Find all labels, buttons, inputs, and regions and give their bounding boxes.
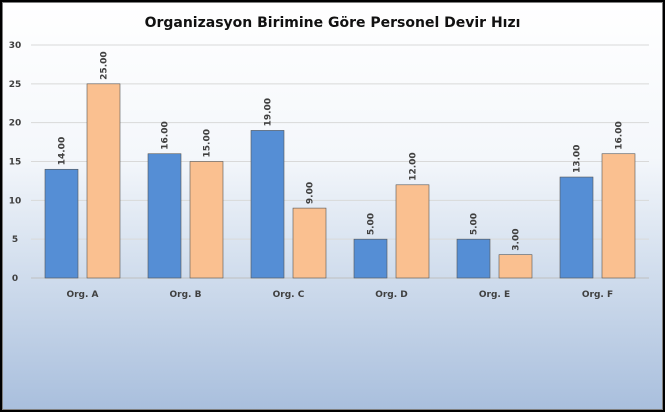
data-label: 16.00	[161, 121, 171, 149]
data-label: 25.00	[100, 51, 110, 79]
x-tick-label: Org. B	[170, 290, 202, 300]
bar	[456, 238, 491, 279]
y-tick-label: 25	[9, 80, 22, 90]
bar	[189, 161, 224, 279]
y-tick-label: 5	[12, 235, 18, 245]
x-tick-label: Org. F	[582, 290, 613, 300]
x-tick-label: Org. A	[66, 290, 98, 300]
bar	[147, 153, 182, 279]
y-tick-label: 30	[9, 41, 22, 51]
x-tick-label: Org. D	[375, 290, 408, 300]
x-tick-label: Org. E	[479, 290, 510, 300]
data-label: 15.00	[203, 129, 213, 157]
chart-title: Organizasyon Birimine Göre Personel Devi…	[144, 15, 521, 31]
data-label: 19.00	[264, 98, 274, 126]
bar	[86, 83, 121, 279]
bar	[250, 130, 285, 279]
data-label: 3.00	[512, 228, 522, 250]
data-label: 5.00	[470, 213, 480, 235]
data-label: 9.00	[306, 182, 316, 204]
bar	[395, 184, 430, 279]
bar	[498, 254, 533, 279]
data-label: 12.00	[409, 152, 419, 180]
data-label: 13.00	[573, 145, 583, 173]
y-tick-label: 15	[9, 158, 22, 168]
y-tick-label: 0	[12, 274, 18, 284]
bar-chart: 0 5 10 15 20 25 30 Org. A 14.00 25.00 Org. B 16.00 1…	[9, 41, 649, 300]
data-label: 5.00	[367, 213, 377, 235]
data-label: 14.00	[58, 137, 68, 165]
bar	[292, 207, 327, 279]
bar	[559, 176, 594, 279]
y-tick-label: 10	[9, 196, 22, 206]
y-tick-label: 20	[9, 119, 22, 129]
bar	[353, 238, 388, 279]
data-label: 16.00	[615, 121, 625, 149]
bar	[44, 168, 79, 279]
bar	[601, 153, 636, 279]
x-tick-label: Org. C	[273, 290, 305, 300]
